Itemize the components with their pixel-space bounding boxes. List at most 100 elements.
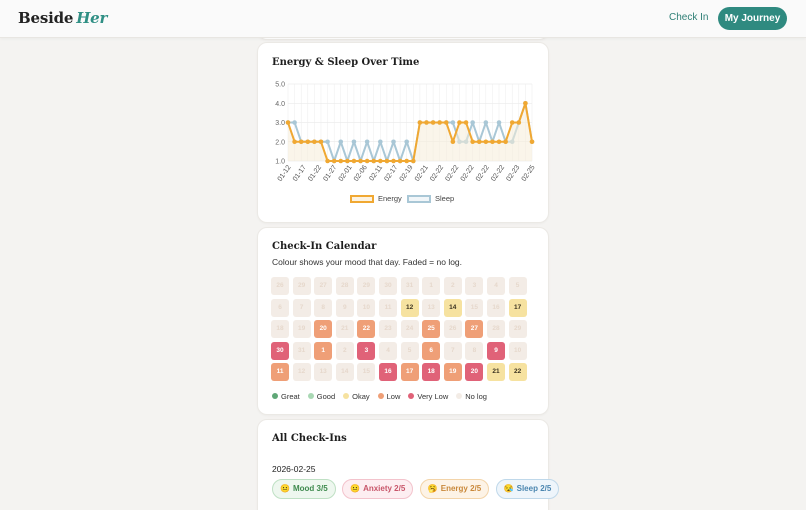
calendar-day-cell[interactable]: 2 bbox=[443, 277, 462, 295]
calendar-day-cell[interactable]: 27 bbox=[314, 277, 333, 295]
calendar-day-cell[interactable]: 22 bbox=[508, 363, 527, 382]
calendar-day-cell[interactable]: 23 bbox=[379, 320, 397, 339]
entry-date: 2026-02-25 bbox=[272, 464, 316, 474]
calendar-day-cell[interactable]: 12 bbox=[400, 298, 419, 317]
calendar-day-cell[interactable]: 5 bbox=[508, 277, 527, 295]
calendar-day-cell[interactable]: 30 bbox=[379, 277, 397, 295]
calendar-day-cell[interactable]: 28 bbox=[487, 320, 505, 339]
calendar-day-cell[interactable]: 17 bbox=[400, 363, 419, 382]
calendar-day-cell[interactable]: 19 bbox=[443, 363, 462, 382]
color-dot-icon bbox=[377, 393, 384, 400]
calendar-day-cell[interactable]: 16 bbox=[487, 298, 505, 317]
calendar-day-cell[interactable]: 29 bbox=[357, 277, 376, 295]
calendar-day-cell[interactable]: 3 bbox=[465, 277, 484, 295]
calendar-day-cell[interactable]: 3 bbox=[357, 341, 376, 360]
calendar-day-cell[interactable]: 7 bbox=[443, 341, 462, 360]
calendar-day-cell[interactable]: 8 bbox=[465, 341, 484, 360]
energy-data-point bbox=[470, 139, 475, 145]
legend-item-label: Great bbox=[281, 392, 300, 401]
calendar-day-cell[interactable]: 20 bbox=[314, 320, 333, 339]
energy-data-point bbox=[437, 120, 442, 125]
energy-sleep-chart-card: Energy & Sleep Over Time 5.0 4.0 3.0 2.0 1.0… bbox=[257, 42, 549, 223]
calendar-day-cell[interactable]: 5 bbox=[400, 341, 419, 360]
calendar-day-cell[interactable]: 27 bbox=[465, 320, 484, 339]
sleep-pill: 😪 Sleep 2/5 bbox=[495, 479, 560, 499]
energy-data-point bbox=[292, 139, 297, 145]
calendar-day-cell[interactable]: 6 bbox=[271, 298, 289, 317]
energy-data-point bbox=[410, 158, 416, 164]
x-tick-label: 02-25 bbox=[521, 164, 537, 183]
calendar-day-cell[interactable]: 9 bbox=[487, 341, 505, 360]
calendar-day-cell[interactable]: 12 bbox=[292, 363, 311, 382]
calendar-day-cell[interactable]: 29 bbox=[508, 320, 527, 339]
calendar-day-cell[interactable]: 11 bbox=[271, 363, 289, 382]
calendar-day-cell[interactable]: 22 bbox=[357, 320, 376, 339]
calendar-day-cell[interactable]: 8 bbox=[314, 298, 333, 317]
legend-item-label: No log bbox=[465, 392, 487, 401]
x-tick-label: 02-19 bbox=[399, 164, 415, 183]
calendar-day-cell[interactable]: 10 bbox=[508, 341, 527, 360]
calendar-day-cell[interactable]: 30 bbox=[271, 341, 289, 360]
color-dot-icon bbox=[343, 393, 350, 400]
energy-data-point bbox=[430, 120, 436, 125]
calendar-day-cell[interactable]: 26 bbox=[271, 277, 289, 295]
calendar-day-cell[interactable]: 29 bbox=[292, 277, 311, 295]
logo-accent-text: Her bbox=[76, 9, 108, 27]
legend-energy[interactable]: Energy bbox=[350, 194, 402, 204]
calendar-day-cell[interactable]: 15 bbox=[465, 298, 484, 317]
calendar-day-cell[interactable]: 21 bbox=[487, 363, 505, 382]
calendar-day-cell[interactable]: 24 bbox=[400, 320, 419, 339]
calendar-day-cell[interactable]: 18 bbox=[422, 363, 441, 382]
calendar-day-cell[interactable]: 28 bbox=[335, 277, 354, 295]
legend-energy-swatch bbox=[350, 195, 374, 204]
energy-data-point bbox=[490, 139, 495, 145]
calendar-day-cell[interactable]: 2 bbox=[335, 341, 354, 360]
calendar-day-cell[interactable]: 4 bbox=[379, 341, 397, 360]
energy-data-point bbox=[443, 120, 449, 125]
sleep-data-point bbox=[351, 139, 357, 145]
energy-data-point bbox=[331, 158, 337, 164]
legend-item-okay: Okay bbox=[343, 392, 370, 401]
calendar-day-cell[interactable]: 6 bbox=[422, 341, 441, 360]
calendar-day-cell[interactable]: 20 bbox=[465, 363, 484, 382]
x-tick-label: 02-06 bbox=[353, 164, 369, 183]
energy-data-point bbox=[351, 158, 357, 164]
calendar-day-cell[interactable]: 16 bbox=[379, 363, 397, 382]
calendar-day-cell[interactable]: 10 bbox=[357, 298, 376, 317]
energy-data-point bbox=[378, 158, 383, 164]
energy-data-point bbox=[404, 158, 410, 164]
energy-data-point bbox=[417, 120, 423, 125]
calendar-day-cell[interactable]: 14 bbox=[443, 298, 462, 317]
calendar-day-cell[interactable]: 25 bbox=[422, 320, 441, 339]
calendar-day-cell[interactable]: 15 bbox=[357, 363, 376, 382]
calendar-day-cell[interactable]: 19 bbox=[292, 320, 311, 339]
brand-logo[interactable]: Beside Her bbox=[18, 9, 107, 27]
sleep-data-point bbox=[325, 139, 330, 145]
sleep-data-point bbox=[404, 139, 410, 145]
legend-item-very-low: Very Low bbox=[408, 392, 448, 401]
calendar-day-cell[interactable]: 31 bbox=[400, 277, 419, 295]
calendar-day-cell[interactable]: 13 bbox=[422, 298, 441, 317]
legend-sleep[interactable]: Sleep bbox=[407, 194, 454, 204]
x-tick-label: 02-01 bbox=[338, 164, 354, 183]
calendar-day-cell[interactable]: 17 bbox=[508, 298, 527, 317]
calendar-day-cell[interactable]: 18 bbox=[271, 320, 289, 339]
energy-data-point bbox=[424, 120, 429, 125]
calendar-day-cell[interactable]: 9 bbox=[335, 298, 354, 317]
energy-pill-label: Energy 2/5 bbox=[440, 484, 482, 493]
calendar-day-cell[interactable]: 21 bbox=[335, 320, 354, 339]
calendar-day-cell[interactable]: 26 bbox=[443, 320, 462, 339]
calendar-day-cell[interactable]: 7 bbox=[292, 298, 311, 317]
x-tick-label: 01-17 bbox=[292, 164, 308, 183]
calendar-day-cell[interactable]: 11 bbox=[379, 298, 397, 317]
calendar-day-cell[interactable]: 1 bbox=[422, 277, 441, 295]
nav-check-in-link[interactable]: Check In bbox=[669, 12, 709, 23]
sleepy-face-icon: 😪 bbox=[503, 484, 514, 493]
calendar-day-cell[interactable]: 13 bbox=[314, 363, 333, 382]
calendar-day-cell[interactable]: 14 bbox=[335, 363, 354, 382]
nav-my-journey-button[interactable]: My Journey bbox=[718, 7, 787, 30]
calendar-day-cell[interactable]: 4 bbox=[487, 277, 505, 295]
calendar-day-cell[interactable]: 31 bbox=[292, 341, 311, 360]
calendar-day-cell[interactable]: 1 bbox=[314, 341, 333, 360]
x-tick-label: 02-23 bbox=[505, 164, 521, 183]
